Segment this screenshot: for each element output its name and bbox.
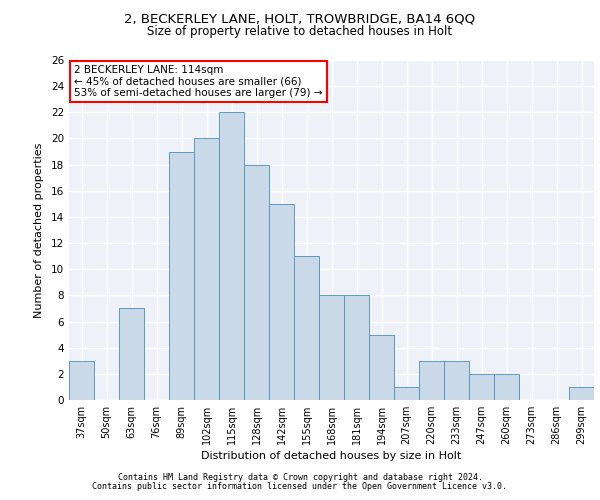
Bar (419, 361, 444, 400)
Bar (469, 374, 494, 400)
Bar (394, 387, 419, 400)
Text: 2, BECKERLEY LANE, HOLT, TROWBRIDGE, BA14 6QQ: 2, BECKERLEY LANE, HOLT, TROWBRIDGE, BA1… (124, 12, 476, 26)
Bar (319, 296, 344, 400)
Bar (169, 152, 194, 400)
Bar (444, 361, 469, 400)
Y-axis label: Number of detached properties: Number of detached properties (34, 142, 44, 318)
Bar (569, 387, 594, 400)
Bar (494, 374, 519, 400)
Text: Size of property relative to detached houses in Holt: Size of property relative to detached ho… (148, 25, 452, 38)
Text: 2 BECKERLEY LANE: 114sqm
← 45% of detached houses are smaller (66)
53% of semi-d: 2 BECKERLEY LANE: 114sqm ← 45% of detach… (74, 65, 323, 98)
Bar (194, 138, 219, 400)
Bar (369, 334, 394, 400)
Bar (294, 256, 319, 400)
Bar (219, 112, 244, 400)
Bar (69, 361, 94, 400)
Bar (119, 308, 144, 400)
Text: Contains public sector information licensed under the Open Government Licence v3: Contains public sector information licen… (92, 482, 508, 491)
Bar (344, 296, 369, 400)
Text: Contains HM Land Registry data © Crown copyright and database right 2024.: Contains HM Land Registry data © Crown c… (118, 474, 482, 482)
X-axis label: Distribution of detached houses by size in Holt: Distribution of detached houses by size … (202, 451, 461, 461)
Bar (269, 204, 294, 400)
Bar (244, 164, 269, 400)
